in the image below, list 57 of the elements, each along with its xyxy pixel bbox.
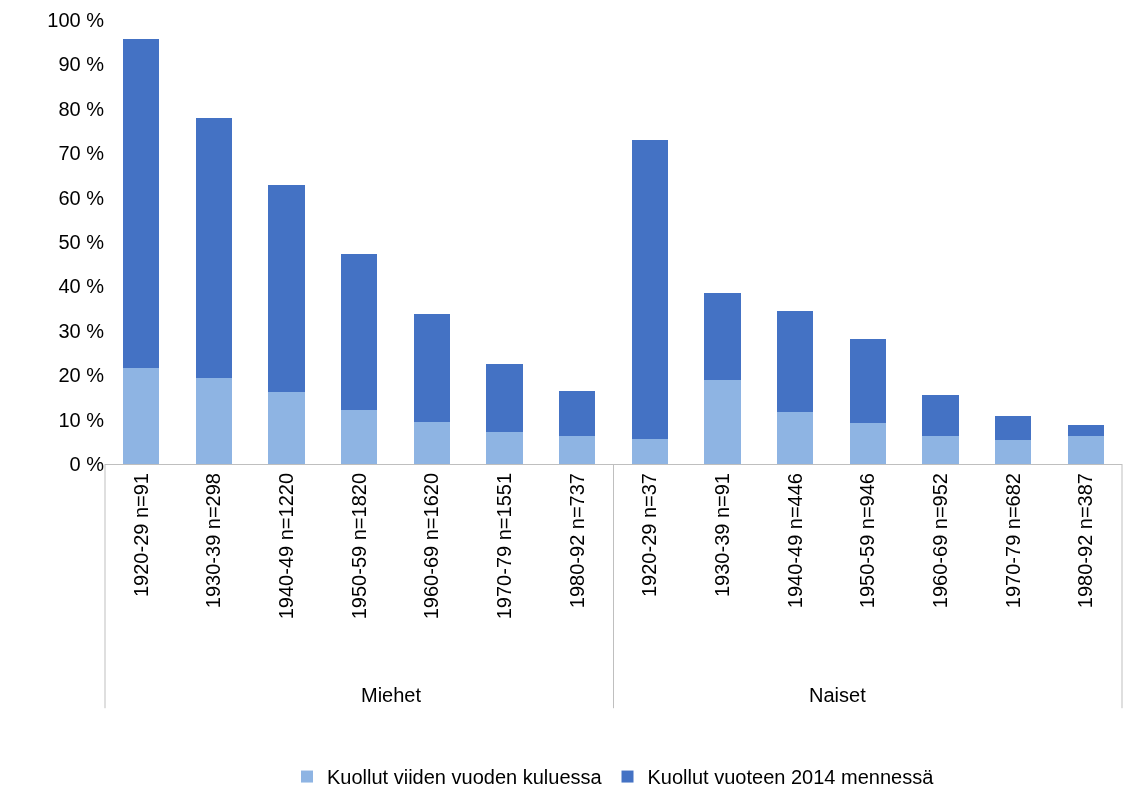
y-tick-label: 30 % (58, 319, 105, 342)
x-tick-label: 1960-69 n=1620 (420, 473, 443, 620)
bar (195, 118, 233, 379)
y-tick-label: 20 % (58, 364, 105, 387)
legend-label: Kuollut viiden vuoden kuluessa (327, 766, 603, 789)
bar (776, 411, 814, 464)
x-tick-label: 1980-92 n=387 (1074, 473, 1097, 609)
text: Naiset (809, 684, 867, 706)
bar (341, 409, 378, 464)
x-tick-label: 1950-59 n=1820 (347, 473, 370, 620)
bar (413, 422, 451, 464)
bar (123, 367, 160, 464)
x-tick-label: 1970-79 n=1551 (493, 473, 516, 620)
x-tick-label: 1970-79 n=682 (1001, 473, 1024, 609)
x-tick-label: 1930-39 n=298 (202, 473, 225, 609)
bar (341, 254, 378, 410)
y-tick-label: 70 % (58, 142, 105, 165)
y-tick-label: 0 % (69, 453, 105, 475)
bar (922, 395, 959, 437)
bar (849, 423, 886, 464)
y-tick-label: 40 % (58, 275, 105, 298)
bar (123, 39, 160, 368)
bar (413, 314, 451, 423)
legend-label: Kuollut vuoteen 2014 mennessä (647, 766, 935, 789)
y-tick-label: 10 % (58, 408, 105, 431)
bar (994, 416, 1032, 441)
bar (559, 436, 596, 464)
x-tick-label: 1940-49 n=1220 (275, 473, 298, 620)
bar (268, 391, 305, 464)
y-tick-label: 60 % (58, 186, 105, 209)
bar (704, 292, 741, 381)
x-tick-label: 1920-29 n=91 (129, 473, 152, 598)
x-tick-label: 1980-92 n=737 (565, 473, 588, 609)
bar (486, 432, 523, 464)
x-tick-label: 1950-59 n=946 (856, 473, 879, 609)
bar (631, 439, 668, 464)
x-tick-label: 1920-29 n=37 (638, 473, 661, 598)
text: Miehet (361, 684, 422, 706)
y-tick-label: 80 % (58, 97, 105, 120)
x-tick-label: 1930-39 n=91 (710, 473, 733, 598)
bar (704, 380, 741, 464)
bar (922, 436, 959, 464)
bar (1067, 435, 1104, 464)
bar (1067, 424, 1104, 436)
bar (486, 364, 523, 433)
y-tick-label: 100 % (47, 9, 105, 31)
bar (994, 440, 1032, 464)
bar (849, 339, 886, 424)
y-tick-label: 90 % (58, 53, 105, 76)
bar (195, 378, 233, 464)
x-tick-label: 1960-69 n=952 (928, 473, 951, 609)
bar (268, 184, 305, 392)
bar (631, 139, 668, 440)
bar (776, 310, 814, 412)
y-tick-label: 50 % (58, 231, 105, 253)
x-tick-label: 1940-49 n=446 (783, 473, 806, 609)
bar (559, 390, 596, 437)
